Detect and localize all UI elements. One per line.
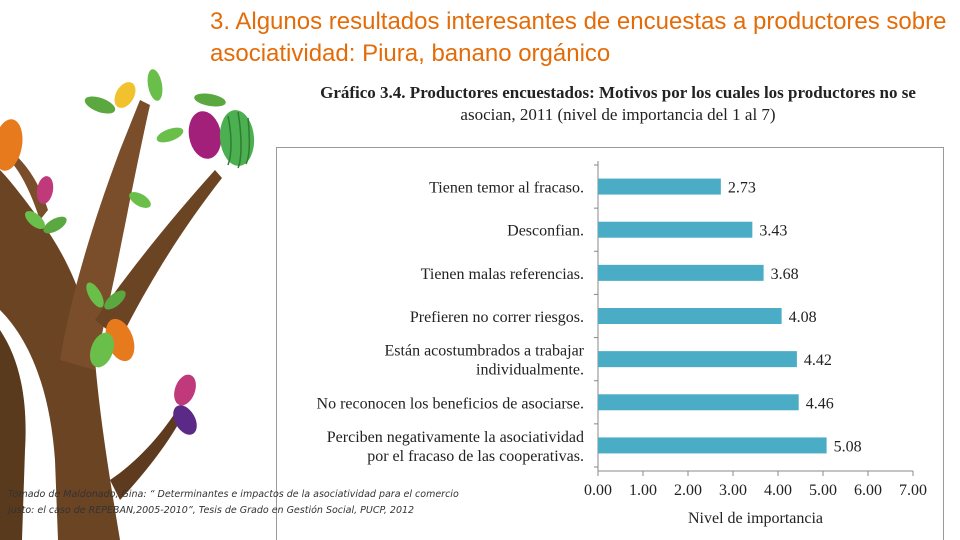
- category-label-line: Tienen malas referencias.: [421, 266, 584, 283]
- bar: [598, 437, 827, 454]
- chart-caption-line2: asocian, 2011 (nivel de importancia del …: [460, 105, 776, 124]
- x-tick-label: 6.00: [854, 482, 882, 499]
- bar: [598, 308, 782, 324]
- x-tick-label: 2.00: [674, 482, 702, 499]
- category-label-line: individualmente.: [476, 362, 584, 379]
- x-axis-title: Nivel de importancia: [688, 510, 823, 527]
- data-label: 3.68: [771, 266, 799, 283]
- category-label: Desconfian.: [507, 223, 584, 240]
- bar: [598, 221, 753, 238]
- category-label-line: No reconocen los beneficios de asociarse…: [317, 395, 584, 412]
- x-tick-label: 1.00: [629, 482, 657, 499]
- category-label: Tienen malas referencias.: [421, 266, 584, 283]
- data-label: 5.08: [834, 438, 862, 455]
- bar: [598, 351, 797, 368]
- chart-caption: Gráfico 3.4. Productores encuestados: Mo…: [278, 82, 958, 126]
- x-tick-label: 4.00: [764, 482, 792, 499]
- category-label: No reconocen los beneficios de asociarse…: [317, 395, 584, 412]
- category-label-line: Perciben negativamente la asociatividad: [327, 429, 584, 446]
- category-label-line: Tienen temor al fracaso.: [429, 180, 584, 197]
- category-label-line: por el fracaso de las cooperativas.: [367, 448, 584, 465]
- x-tick-label: 5.00: [809, 482, 837, 499]
- bar-chart: 2.73 Tienen temor al fracaso. 3.43 Desconfi…: [317, 161, 927, 527]
- data-label: 2.73: [728, 180, 756, 197]
- data-label: 4.46: [806, 395, 834, 412]
- category-label: Prefieren no correr riesgos.: [410, 309, 584, 326]
- category-label: Perciben negativamente la asociatividad p…: [327, 429, 584, 465]
- category-label: Tienen temor al fracaso.: [429, 180, 584, 197]
- category-label: Están acostumbrados a trabajar individual…: [385, 343, 585, 379]
- x-tick-label: 7.00: [899, 482, 927, 499]
- x-tick-label: 3.00: [719, 482, 747, 499]
- data-label: 4.08: [789, 309, 817, 326]
- category-label-line: Desconfian.: [507, 223, 584, 240]
- slide-title-number: 3.: [210, 8, 231, 35]
- slide-title: 3. Algunos resultados interesantes de en…: [210, 6, 955, 70]
- cacao-tree-illustration: [0, 69, 255, 540]
- category-label-line: Están acostumbrados a trabajar: [385, 343, 585, 360]
- bar: [598, 394, 799, 411]
- chart-caption-line1: Gráfico 3.4. Productores encuestados: Mo…: [320, 83, 916, 102]
- x-tick-label: 0.00: [584, 482, 612, 499]
- chart-frame: [276, 147, 944, 540]
- source-note: Tomado de Maldonado, Gina: “ Determinant…: [8, 489, 459, 516]
- category-label-line: Prefieren no correr riesgos.: [410, 309, 584, 326]
- data-label: 4.42: [804, 352, 832, 369]
- data-label: 3.43: [759, 223, 787, 240]
- slide-title-text: Algunos resultados interesantes de encue…: [210, 8, 947, 67]
- bar: [598, 178, 721, 195]
- bar: [598, 264, 764, 281]
